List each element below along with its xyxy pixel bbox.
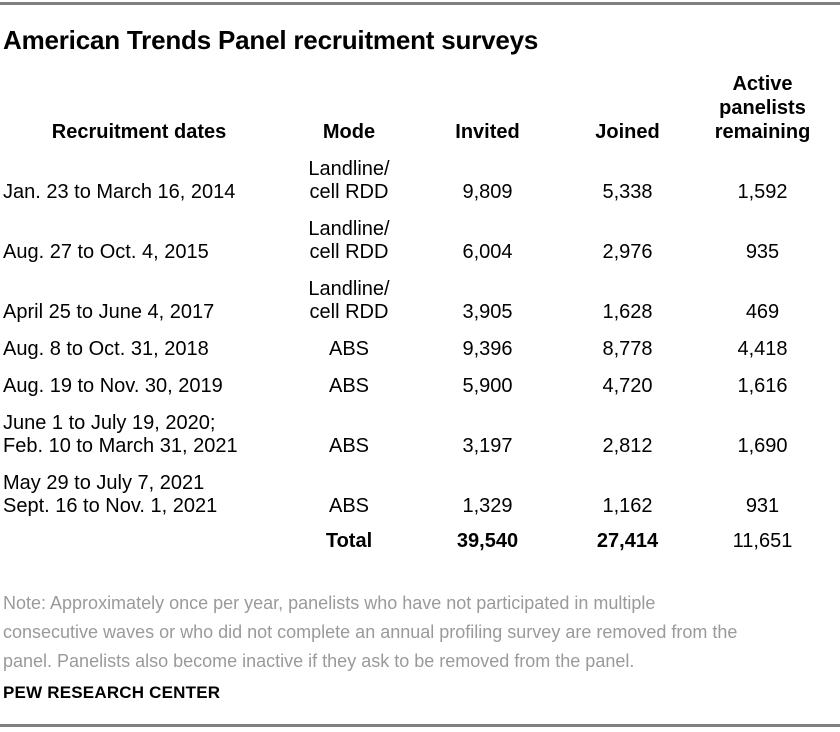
cell-remaining: 469 xyxy=(745,301,780,323)
cell-mode: Landline/ cell RDD xyxy=(308,158,390,203)
cell-joined: 2,976 xyxy=(602,241,653,263)
cell-remaining: 931 xyxy=(745,495,780,517)
cell-remaining: 4,418 xyxy=(737,338,788,360)
col-header-active-panelists-remaining: Active panelists remaining xyxy=(714,73,811,143)
cell-joined: 1,628 xyxy=(602,301,653,323)
cell-joined: 4,720 xyxy=(602,375,653,397)
table-row: Aug. 27 to Oct. 4, 2015 Landline/ cell R… xyxy=(0,204,825,264)
cell-total-joined: 27,414 xyxy=(596,530,659,552)
table-row: Aug. 8 to Oct. 31, 2018 ABS 9,396 8,778 … xyxy=(0,324,825,361)
cell-joined: 5,338 xyxy=(602,181,653,203)
table-header-row: Recruitment dates Mode Invited Joined Ac… xyxy=(0,72,825,144)
cell-recruitment-dates: Aug. 19 to Nov. 30, 2019 xyxy=(3,375,223,397)
cell-total-invited: 39,540 xyxy=(456,530,519,552)
cell-remaining: 1,616 xyxy=(737,375,788,397)
cell-invited: 3,197 xyxy=(462,435,513,457)
cell-joined: 2,812 xyxy=(602,435,653,457)
col-header-joined: Joined xyxy=(595,121,660,143)
source-label: PEW RESEARCH CENTER xyxy=(3,683,221,702)
cell-invited: 6,004 xyxy=(462,241,513,263)
cell-mode: ABS xyxy=(328,495,370,517)
cell-remaining: 1,592 xyxy=(737,181,788,203)
col-header-invited: Invited xyxy=(455,121,520,143)
cell-invited: 9,809 xyxy=(462,181,513,203)
table-total-row: Total 39,540 27,414 11,651 xyxy=(0,518,825,553)
table-row: May 29 to July 7, 2021 Sept. 16 to Nov. … xyxy=(0,458,825,518)
cell-invited: 3,905 xyxy=(462,301,513,323)
recruitment-table: Recruitment dates Mode Invited Joined Ac… xyxy=(0,72,825,553)
cell-invited: 1,329 xyxy=(462,495,513,517)
cell-total-spacer xyxy=(0,518,278,553)
top-rule xyxy=(0,2,840,5)
col-header-mode: Mode xyxy=(322,121,376,143)
cell-mode: Landline/ cell RDD xyxy=(308,218,390,263)
footnote: Note: Approximately once per year, panel… xyxy=(3,593,738,671)
table-row: Aug. 19 to Nov. 30, 2019 ABS 5,900 4,720… xyxy=(0,361,825,398)
cell-total-remaining: 11,651 xyxy=(732,530,793,552)
cell-recruitment-dates: Aug. 27 to Oct. 4, 2015 xyxy=(3,241,209,263)
cell-recruitment-dates: May 29 to July 7, 2021 Sept. 16 to Nov. … xyxy=(3,472,218,517)
cell-recruitment-dates: Jan. 23 to March 16, 2014 xyxy=(3,181,236,203)
cell-invited: 5,900 xyxy=(462,375,513,397)
col-header-recruitment-dates: Recruitment dates xyxy=(51,121,227,143)
table-row: April 25 to June 4, 2017 Landline/ cell … xyxy=(0,264,825,324)
cell-mode: ABS xyxy=(328,435,370,457)
cell-recruitment-dates: Aug. 8 to Oct. 31, 2018 xyxy=(3,338,209,360)
cell-remaining: 1,690 xyxy=(737,435,788,457)
cell-invited: 9,396 xyxy=(462,338,513,360)
cell-joined: 8,778 xyxy=(602,338,653,360)
cell-total-label: Total xyxy=(325,530,373,552)
cell-mode: Landline/ cell RDD xyxy=(308,278,390,323)
cell-joined: 1,162 xyxy=(602,495,653,517)
cell-mode: ABS xyxy=(328,338,370,360)
cell-recruitment-dates: April 25 to June 4, 2017 xyxy=(3,301,215,323)
table-row: June 1 to July 19, 2020; Feb. 10 to Marc… xyxy=(0,398,825,458)
table-row: Jan. 23 to March 16, 2014 Landline/ cell… xyxy=(0,144,825,204)
cell-recruitment-dates: June 1 to July 19, 2020; Feb. 10 to Marc… xyxy=(3,412,238,457)
cell-remaining: 935 xyxy=(745,241,780,263)
figure-title: American Trends Panel recruitment survey… xyxy=(3,25,539,55)
bottom-rule xyxy=(0,724,840,727)
cell-mode: ABS xyxy=(328,375,370,397)
